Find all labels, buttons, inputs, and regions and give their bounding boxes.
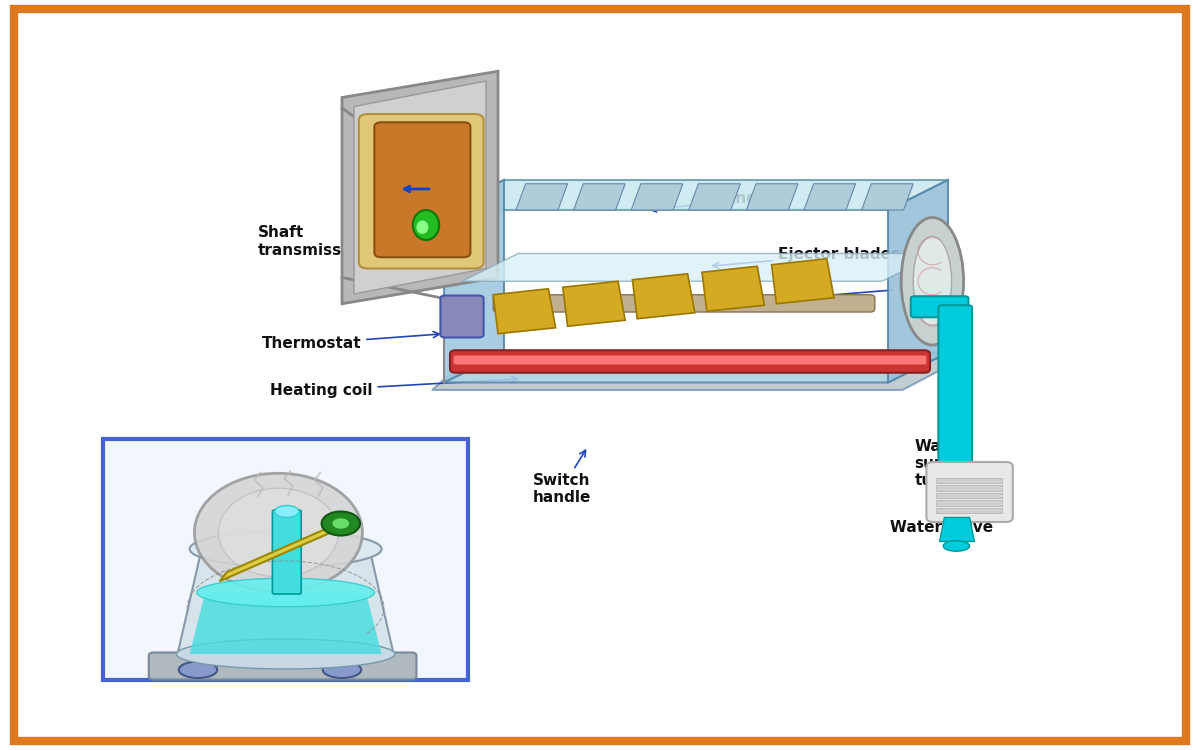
Ellipse shape — [197, 578, 374, 607]
Circle shape — [332, 518, 349, 529]
Text: Thermostat: Thermostat — [262, 332, 439, 351]
FancyBboxPatch shape — [493, 295, 875, 312]
Text: Water valve: Water valve — [890, 506, 994, 535]
Polygon shape — [804, 184, 856, 210]
Text: Ejector blades: Ejector blades — [713, 248, 900, 268]
Bar — [936, 478, 1002, 483]
Polygon shape — [746, 184, 798, 210]
Ellipse shape — [943, 541, 970, 551]
Polygon shape — [574, 184, 625, 210]
Ellipse shape — [913, 236, 952, 326]
Polygon shape — [702, 266, 764, 311]
Polygon shape — [940, 518, 974, 542]
FancyBboxPatch shape — [454, 356, 926, 364]
Polygon shape — [178, 549, 394, 654]
Polygon shape — [190, 592, 382, 654]
Text: Water
supply
tube: Water supply tube — [914, 410, 971, 488]
Polygon shape — [632, 274, 695, 319]
Polygon shape — [493, 289, 556, 334]
FancyBboxPatch shape — [103, 439, 468, 680]
Ellipse shape — [416, 220, 428, 234]
FancyBboxPatch shape — [911, 296, 968, 317]
Text: Icetray: Icetray — [821, 280, 958, 298]
Polygon shape — [462, 254, 938, 281]
Polygon shape — [444, 180, 504, 382]
FancyBboxPatch shape — [272, 510, 301, 594]
Bar — [936, 493, 1002, 498]
FancyBboxPatch shape — [440, 296, 484, 338]
Polygon shape — [342, 71, 498, 304]
Ellipse shape — [190, 531, 382, 567]
Bar — [936, 500, 1002, 506]
Polygon shape — [444, 352, 948, 382]
FancyBboxPatch shape — [938, 305, 972, 475]
FancyBboxPatch shape — [926, 462, 1013, 522]
Circle shape — [322, 512, 360, 536]
FancyBboxPatch shape — [450, 350, 930, 373]
Ellipse shape — [413, 210, 439, 240]
Polygon shape — [631, 184, 683, 210]
Polygon shape — [888, 180, 948, 382]
Text: Shaft
transmission: Shaft transmission — [258, 225, 427, 258]
Bar — [936, 485, 1002, 490]
Ellipse shape — [176, 639, 395, 669]
FancyBboxPatch shape — [149, 652, 416, 680]
Bar — [936, 508, 1002, 513]
Ellipse shape — [323, 662, 361, 678]
Polygon shape — [689, 184, 740, 210]
Ellipse shape — [275, 506, 299, 518]
Polygon shape — [220, 516, 355, 581]
Polygon shape — [444, 180, 948, 210]
Text: Engine: Engine — [650, 191, 785, 212]
FancyBboxPatch shape — [359, 114, 484, 268]
Polygon shape — [862, 184, 913, 210]
Ellipse shape — [179, 662, 217, 678]
Polygon shape — [516, 184, 568, 210]
Ellipse shape — [194, 473, 362, 592]
Ellipse shape — [901, 217, 964, 345]
Polygon shape — [354, 81, 486, 294]
Polygon shape — [432, 358, 962, 390]
FancyBboxPatch shape — [374, 122, 470, 257]
Ellipse shape — [218, 488, 338, 577]
Polygon shape — [563, 281, 625, 326]
Polygon shape — [772, 259, 834, 304]
Text: Heating coil: Heating coil — [270, 376, 517, 398]
Text: Switch
handle: Switch handle — [533, 450, 590, 506]
